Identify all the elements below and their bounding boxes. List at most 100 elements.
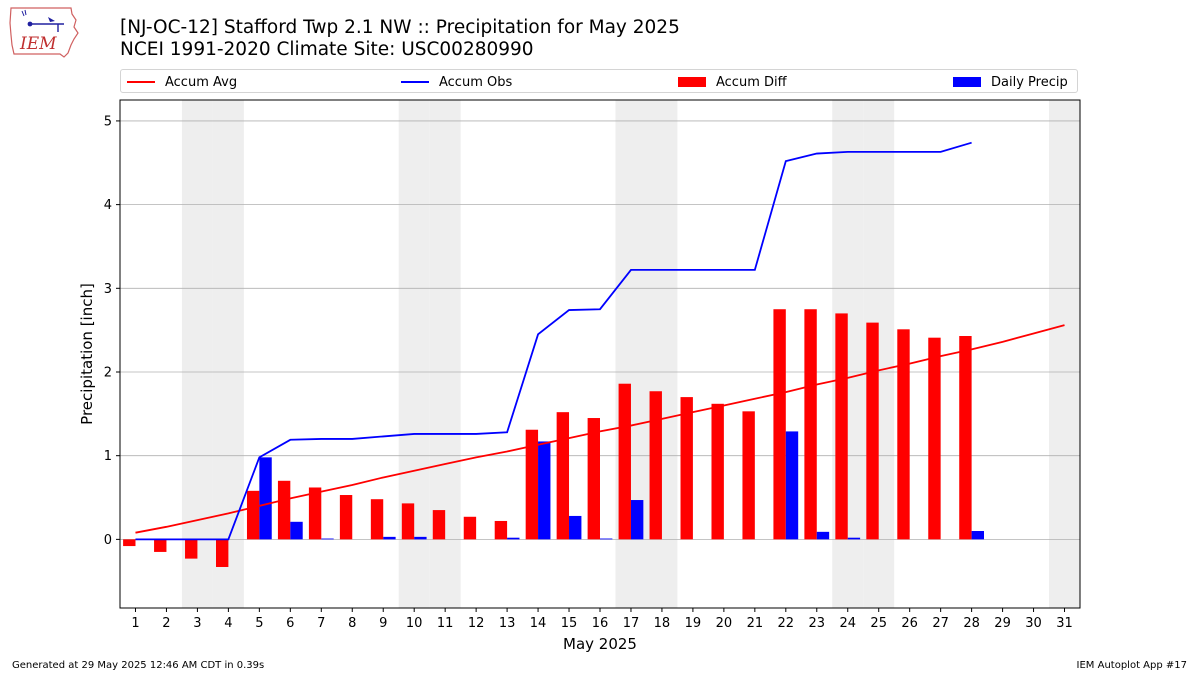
legend-label-accum-diff: Accum Diff — [716, 74, 787, 90]
x-tick-label-8: 8 — [348, 616, 356, 631]
x-tick-label-2: 2 — [162, 616, 170, 631]
y-tick-label-1: 1 — [104, 449, 112, 464]
accum-diff-bar-25 — [866, 322, 879, 540]
accum-diff-bar-24 — [835, 313, 848, 540]
accum-diff-bar-8 — [339, 495, 353, 540]
accum-diff-bar-10 — [401, 503, 415, 540]
daily-precip-bar-10 — [414, 536, 427, 540]
accum-diff-bar-5 — [246, 490, 260, 540]
daily-precip-bar-24 — [847, 537, 861, 540]
x-tick-label-18: 18 — [654, 616, 671, 631]
x-tick-label-28: 28 — [963, 616, 980, 631]
chart-title: [NJ-OC-12] Stafford Twp 2.1 NW :: Precip… — [120, 17, 680, 61]
accum-diff-bar-6 — [277, 480, 291, 540]
weekend-shade-day-4 — [212, 100, 244, 608]
chart-title-line2: NCEI 1991-2020 Climate Site: USC00280990 — [120, 39, 534, 60]
chart-title-line1: [NJ-OC-12] Stafford Twp 2.1 NW :: Precip… — [120, 17, 680, 38]
daily-precip-bar-16 — [600, 538, 613, 540]
x-tick-label-11: 11 — [437, 616, 454, 631]
accum-diff-bar-28 — [959, 336, 972, 540]
legend-swatch-accum-obs — [401, 81, 429, 83]
legend-swatch-accum-avg — [127, 81, 155, 83]
y-tick-label-0: 0 — [104, 533, 112, 548]
x-tick-label-5: 5 — [255, 616, 263, 631]
accum-diff-bar-20 — [711, 403, 724, 540]
x-tick-label-15: 15 — [561, 616, 578, 631]
legend-item-accum-avg: Accum Avg — [127, 70, 237, 94]
bar-series — [123, 309, 984, 567]
x-tick-label-20: 20 — [716, 616, 733, 631]
x-tick-label-21: 21 — [747, 616, 764, 631]
accum-diff-bar-19 — [680, 397, 693, 540]
y-axis-label: Precipitation [inch] — [78, 283, 96, 425]
footer-app-id: IEM Autoplot App #17 — [1076, 660, 1187, 671]
x-tick-label-23: 23 — [809, 616, 826, 631]
x-tick-label-16: 16 — [592, 616, 609, 631]
accum-diff-bar-3 — [185, 539, 198, 559]
daily-precip-bar-7 — [321, 538, 334, 540]
accum-diff-bar-17 — [618, 383, 631, 540]
y-tick-label-5: 5 — [104, 114, 112, 129]
daily-precip-bar-15 — [569, 515, 582, 540]
accum-diff-bar-4 — [216, 539, 229, 567]
weekend-shade-day-3 — [181, 100, 213, 608]
x-tick-label-10: 10 — [406, 616, 423, 631]
iowa-outline-icon — [9, 7, 79, 58]
daily-precip-bar-6 — [290, 521, 303, 540]
x-tick-label-9: 9 — [379, 616, 387, 631]
x-tick-label-14: 14 — [530, 616, 547, 631]
iem-logo: IEM — [9, 7, 79, 58]
chart-legend: Accum Avg Accum Obs Accum Diff Daily Pre… — [120, 69, 1078, 93]
x-tick-label-13: 13 — [499, 616, 516, 631]
weekend-shade-day-31 — [1049, 100, 1080, 608]
x-tick-label-22: 22 — [778, 616, 795, 631]
accum-diff-bar-1 — [123, 539, 136, 547]
accum-diff-bar-14 — [525, 429, 539, 540]
daily-precip-bar-23 — [816, 531, 830, 540]
y-tick-label-4: 4 — [104, 198, 112, 213]
legend-swatch-accum-diff — [678, 77, 706, 87]
y-tick-label-2: 2 — [104, 365, 112, 380]
x-tick-label-25: 25 — [870, 616, 887, 631]
x-tick-label-27: 27 — [932, 616, 949, 631]
x-axis-label: May 2025 — [563, 635, 637, 653]
x-tick-label-29: 29 — [994, 616, 1011, 631]
x-tick-label-26: 26 — [901, 616, 918, 631]
daily-precip-bar-5 — [259, 457, 272, 540]
x-tick-label-3: 3 — [193, 616, 201, 631]
daily-precip-bar-28 — [971, 531, 984, 540]
daily-precip-bar-9 — [383, 536, 396, 540]
x-tick-label-19: 19 — [685, 616, 702, 631]
accum-diff-bar-16 — [587, 418, 600, 540]
x-tick-label-12: 12 — [468, 616, 485, 631]
x-tick-label-4: 4 — [224, 616, 232, 631]
x-tick-label-30: 30 — [1025, 616, 1042, 631]
x-tick-label-6: 6 — [286, 616, 294, 631]
legend-label-daily-precip: Daily Precip — [991, 74, 1068, 90]
legend-swatch-daily-precip — [953, 77, 981, 87]
y-tick-label-3: 3 — [104, 282, 112, 297]
accum-diff-bar-13 — [494, 520, 508, 540]
x-tick-label-31: 31 — [1056, 616, 1073, 631]
x-tick-label-7: 7 — [317, 616, 325, 631]
accum-diff-bar-21 — [742, 411, 755, 540]
accum-diff-bar-15 — [556, 412, 570, 540]
legend-item-accum-obs: Accum Obs — [401, 70, 512, 94]
legend-label-accum-obs: Accum Obs — [439, 74, 513, 90]
line-series — [135, 141, 1065, 541]
legend-item-daily-precip: Daily Precip — [953, 70, 1068, 94]
x-tick-label-1: 1 — [131, 616, 139, 631]
accum-diff-bar-12 — [463, 516, 477, 540]
accum-diff-bar-26 — [897, 329, 910, 540]
daily-precip-bar-22 — [785, 431, 799, 540]
accum-diff-bar-7 — [308, 487, 322, 540]
accum-diff-bar-11 — [432, 510, 446, 540]
accum-avg-line — [135, 324, 1065, 534]
logo-text: IEM — [19, 34, 57, 54]
daily-precip-bar-14 — [538, 441, 551, 540]
legend-label-accum-avg: Accum Avg — [165, 74, 238, 90]
daily-precip-bar-17 — [630, 500, 644, 540]
accum-diff-bar-23 — [804, 309, 817, 540]
